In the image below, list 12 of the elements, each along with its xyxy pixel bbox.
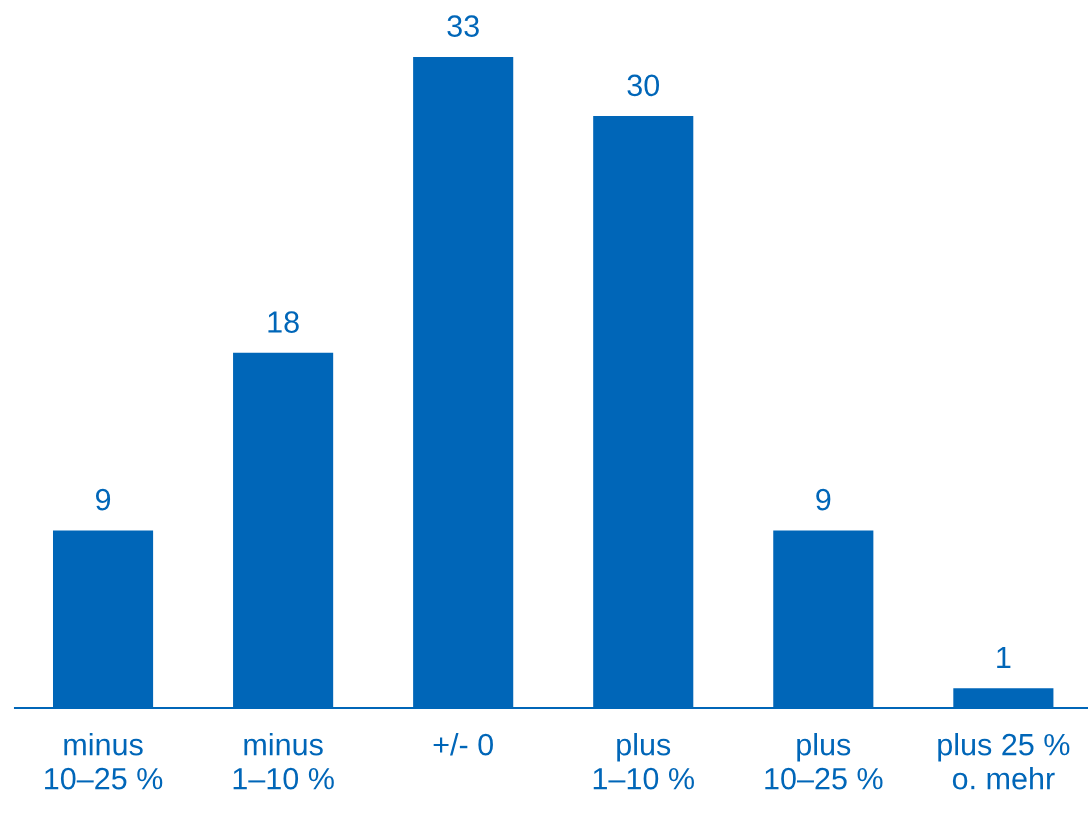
x-tick-label: minus 1–10 % [233, 733, 334, 790]
data-label: 18 [268, 311, 299, 333]
data-label: 33 [447, 15, 479, 37]
x-tick-label: +/- 0 [433, 733, 493, 756]
data-label: 9 [95, 488, 111, 511]
data-label: 1 [997, 647, 1011, 669]
data-label: 9 [816, 488, 831, 511]
data-label: 30 [627, 74, 660, 97]
x-tick-label: minus 10–25 % [45, 733, 163, 790]
x-tick-label: plus 25 % o. mehr [938, 733, 1070, 790]
x-tick-label: plus 10–25 % [765, 733, 883, 790]
x-tick-label: plus 1–10 % [593, 733, 694, 790]
